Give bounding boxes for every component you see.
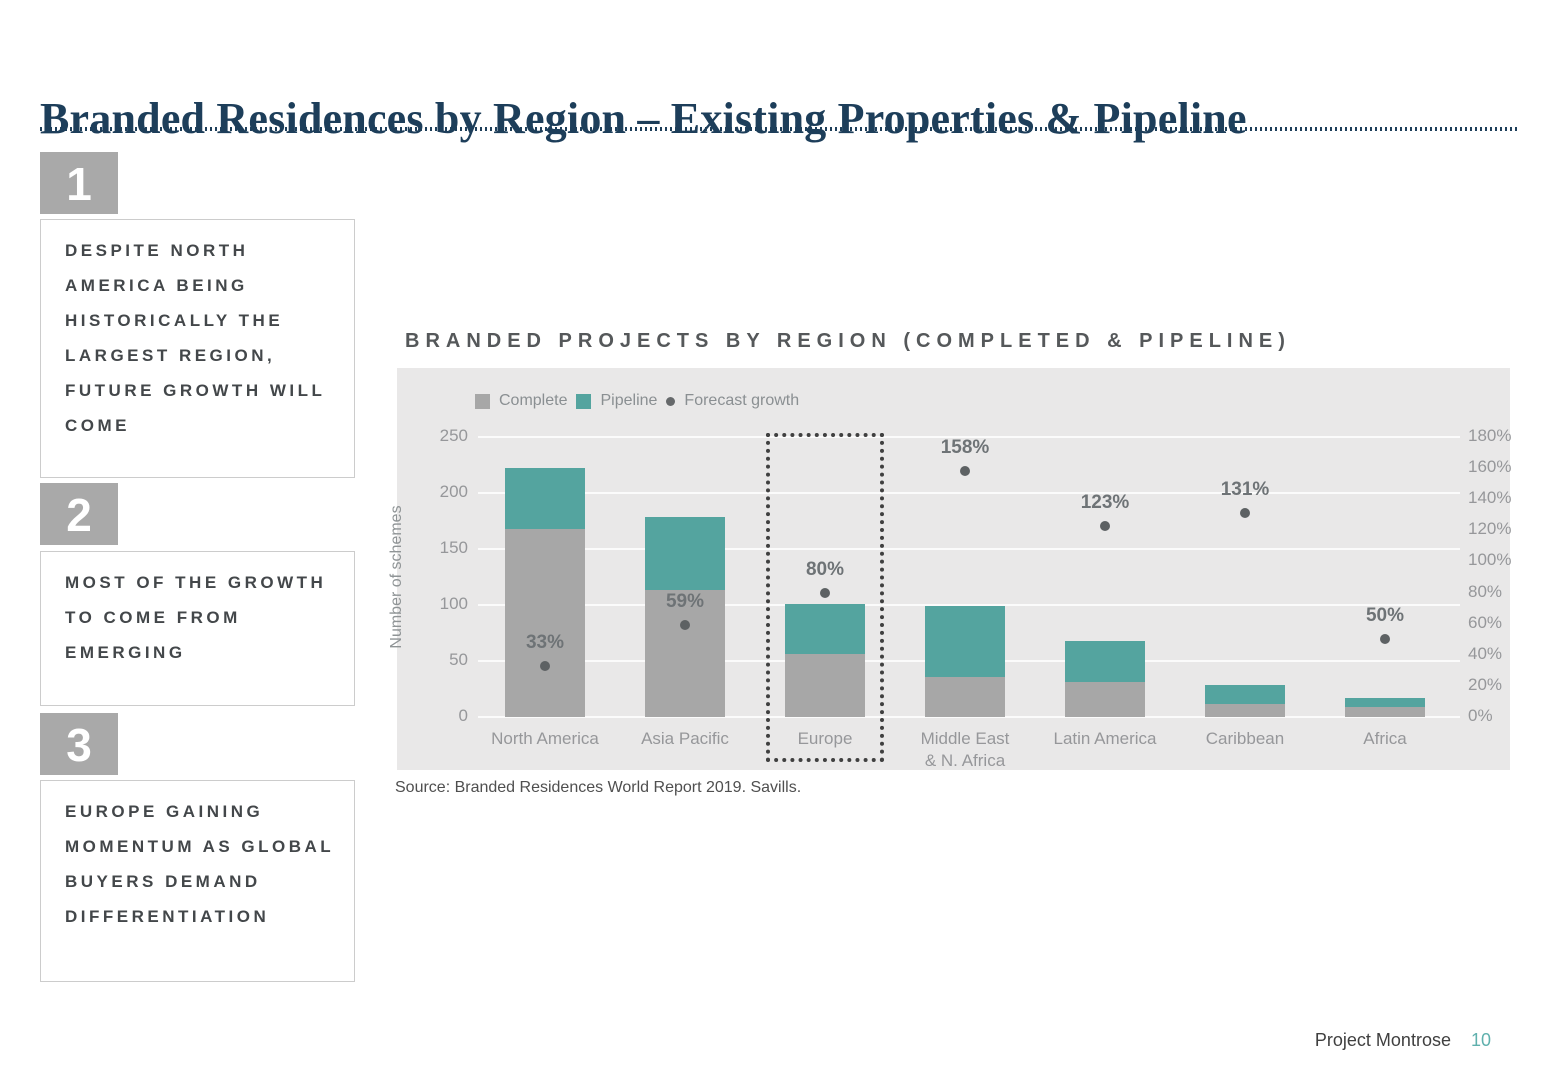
y-axis-tick-label: 50 xyxy=(449,650,468,669)
insight-text-box: MOST OF THE GROWTH TO COME FROM EMERGING xyxy=(40,551,355,706)
legend-label: Forecast growth xyxy=(684,392,800,409)
source-note: Source: Branded Residences World Report … xyxy=(395,779,802,796)
insight-text-box: EUROPE GAINING MOMENTUM AS GLOBAL BUYERS… xyxy=(40,780,355,982)
x-axis-category-label: Africa xyxy=(1363,729,1407,748)
secondary-axis-tick-label: 80% xyxy=(1468,581,1503,601)
forecast-growth-dot xyxy=(1380,634,1390,645)
secondary-axis-tick-label: 180% xyxy=(1468,426,1512,445)
x-axis-category-label: Asia Pacific xyxy=(641,729,729,748)
bar-segment-complete xyxy=(505,528,585,717)
secondary-axis-tick-label: 0% xyxy=(1468,706,1493,725)
y-axis-tick-label: 150 xyxy=(439,538,468,557)
bar-segment-pipeline xyxy=(785,603,865,655)
y-axis-tick-label: 0 xyxy=(458,706,468,725)
forecast-growth-label: 50% xyxy=(1365,605,1405,627)
gridline xyxy=(478,436,1460,438)
forecast-growth-label: 80% xyxy=(805,558,845,580)
x-axis-category-label: Latin America xyxy=(1053,729,1157,748)
gridline xyxy=(478,492,1460,494)
forecast-growth-label: 123% xyxy=(1080,491,1130,513)
bar-segment-complete xyxy=(1065,682,1145,717)
slide-footer: Project Montrose 10 xyxy=(1315,1030,1491,1051)
gridline xyxy=(478,604,1460,606)
y-axis-tick-label: 200 xyxy=(439,482,468,501)
forecast-growth-dot xyxy=(1100,520,1110,531)
secondary-axis-tick-label: 40% xyxy=(1468,643,1503,663)
y-axis-title: Number of schemes xyxy=(388,505,405,649)
gridline xyxy=(478,548,1460,550)
secondary-axis-tick-label: 100% xyxy=(1468,550,1512,570)
insight-number-badge: 3 xyxy=(40,713,118,775)
bar-segment-pipeline xyxy=(925,606,1005,677)
x-axis-category-label: Middle East & N. Africa xyxy=(920,729,1010,770)
bar-segment-complete xyxy=(785,654,865,717)
legend-label: Pipeline xyxy=(600,392,658,409)
forecast-growth-dot xyxy=(1240,508,1250,519)
highlight-box xyxy=(766,433,884,762)
y-axis-tick-label: 250 xyxy=(439,426,468,445)
bar-segment-complete xyxy=(925,676,1005,717)
bar-segment-complete xyxy=(1205,703,1285,717)
chart-legend: Complete Pipeline Forecast growth xyxy=(475,392,799,410)
footer-project-name: Project Montrose xyxy=(1314,1030,1451,1050)
bar-segment-complete xyxy=(645,590,725,717)
chart-area: 250 200 150 100 50 0 180% 160% 140% 120% 100% 80% 60… xyxy=(388,368,1511,770)
insight-number-badge: 2 xyxy=(40,483,118,545)
bar-segment-complete xyxy=(1345,706,1425,717)
legend-swatch-pipeline xyxy=(576,393,592,409)
bar-segment-pipeline xyxy=(1345,697,1425,707)
forecast-growth-label: 33% xyxy=(525,631,565,653)
forecast-growth-label: 131% xyxy=(1220,479,1270,501)
insight-text-box: DESPITE NORTH AMERICA BEING HISTORICALLY… xyxy=(40,219,355,478)
footer-page-number: 10 xyxy=(1470,1030,1491,1050)
secondary-axis-tick-label: 20% xyxy=(1468,674,1503,694)
page-title: Branded Residences by Region – Existing … xyxy=(40,94,1247,144)
legend-label: Complete xyxy=(499,392,568,409)
bar-segment-pipeline xyxy=(645,516,725,591)
legend-swatch-complete xyxy=(475,393,490,409)
chart-title: BRANDED PROJECTS BY REGION (COMPLETED & … xyxy=(405,330,1291,352)
forecast-growth-label: 158% xyxy=(940,437,990,459)
x-axis-category-label: Caribbean xyxy=(1205,729,1285,748)
forecast-growth-dot xyxy=(680,620,690,631)
forecast-growth-dot xyxy=(960,466,970,477)
forecast-growth-dot xyxy=(820,587,830,598)
secondary-axis-tick-label: 120% xyxy=(1468,519,1512,539)
title-divider xyxy=(40,127,1517,131)
secondary-axis-tick-label: 140% xyxy=(1468,488,1512,508)
insight-number-badge: 1 xyxy=(40,152,118,214)
secondary-axis-tick-label: 160% xyxy=(1468,457,1512,477)
forecast-growth-dot xyxy=(540,660,550,671)
bar-segment-pipeline xyxy=(1205,684,1285,704)
gridline xyxy=(478,716,1460,718)
forecast-growth-label: 59% xyxy=(665,591,705,613)
secondary-axis-tick-label: 60% xyxy=(1468,612,1503,632)
x-axis-category-label: Europe xyxy=(797,729,853,748)
x-axis-category-label: North America xyxy=(491,729,599,748)
y-axis-tick-label: 100 xyxy=(439,594,468,613)
bar-segment-pipeline xyxy=(1065,640,1145,683)
bar-segment-pipeline xyxy=(505,468,585,529)
legend-forecast-dot-icon xyxy=(666,396,676,406)
